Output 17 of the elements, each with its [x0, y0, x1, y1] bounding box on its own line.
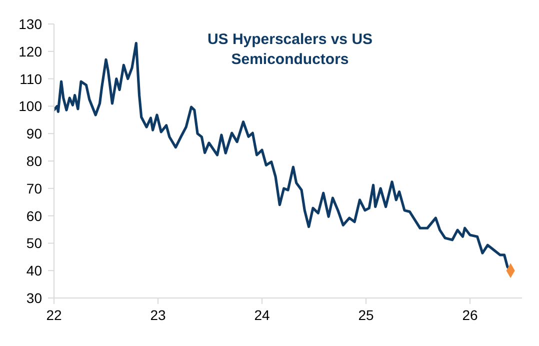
y-tick-label: 80	[26, 152, 42, 169]
y-tick-label: 100	[18, 98, 42, 114]
y-tick-label: 90	[26, 126, 42, 142]
x-tick-label: 26	[462, 306, 478, 323]
y-tick-label: 110	[20, 70, 42, 87]
x-tick-label: 22	[46, 306, 62, 323]
y-tick-label: 40	[26, 262, 42, 279]
y-tick-label: 120	[18, 43, 42, 60]
y-tick-label: 30	[26, 290, 42, 306]
y-tick-label: 130	[18, 16, 42, 32]
x-tick-label: 23	[150, 306, 166, 323]
y-tick-label: 50	[26, 235, 42, 252]
text: US Hyperscalers vs US Semiconductors	[206, 30, 374, 70]
y-tick-label: 60	[26, 208, 42, 224]
y-tick-label: 70	[26, 180, 42, 196]
x-tick-label: 24	[254, 306, 270, 323]
x-tick-label: 25	[358, 306, 374, 323]
